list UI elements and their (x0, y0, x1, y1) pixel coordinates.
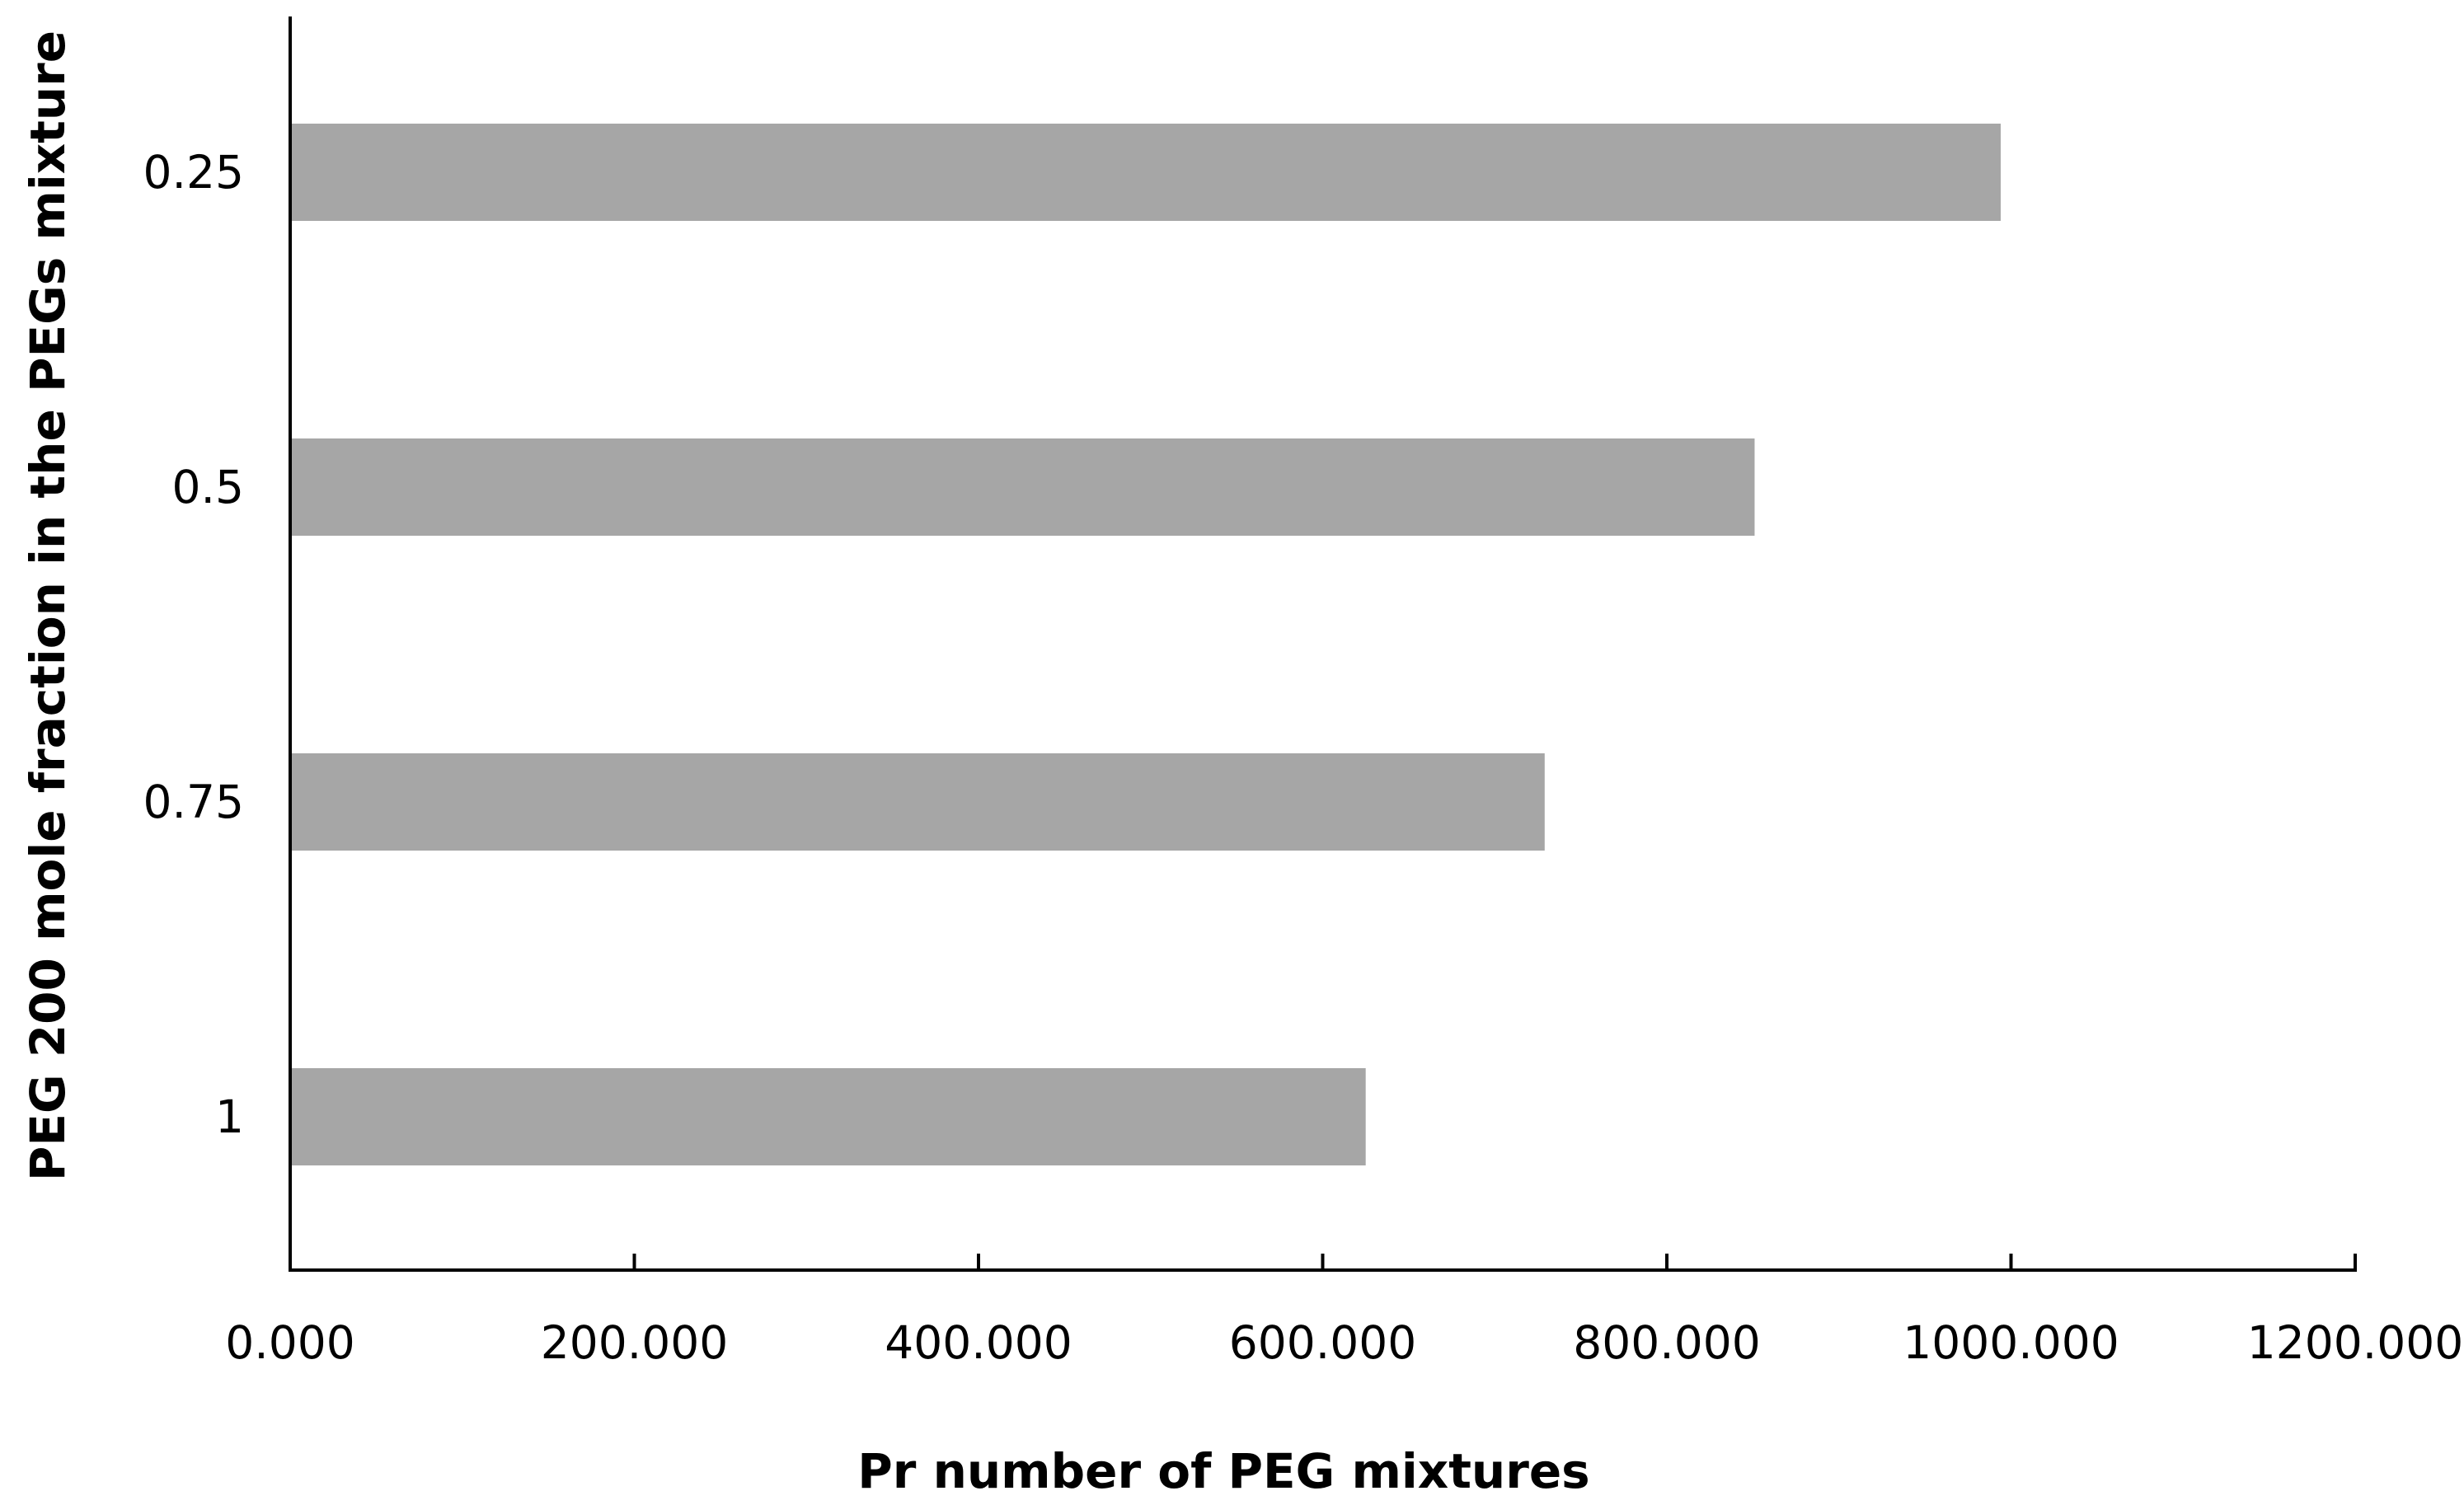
x-tick-label: 600.000 (1229, 1316, 1416, 1369)
x-tick-label: 1000.000 (1903, 1316, 2119, 1369)
bars-group (290, 124, 2001, 1165)
x-tick-label: 1200.000 (2247, 1316, 2463, 1369)
y-tick-label: 0.25 (143, 146, 244, 199)
x-axis-title: Pr number of PEG mixtures (857, 1443, 1589, 1499)
y-tick-label: 1 (215, 1090, 244, 1143)
bar-0.25 (290, 124, 2001, 221)
x-tick-label: 200.000 (541, 1316, 728, 1369)
x-tick-label: 400.000 (885, 1316, 1072, 1369)
bar-0.5 (290, 438, 1755, 536)
y-axis-title: PEG 200 mole fraction in the PEGs mixtur… (20, 30, 76, 1181)
bar-1 (290, 1068, 1366, 1165)
x-tick-label: 0.000 (225, 1316, 354, 1369)
y-tick-label: 0.75 (143, 776, 244, 828)
y-tick-label: 0.5 (172, 461, 244, 513)
x-tick-label: 800.000 (1573, 1316, 1760, 1369)
bar-0.75 (290, 753, 1545, 851)
ticks-group: 0.25 0.5 0.75 1 0.000 200.000 400.000 600.000 80… (143, 146, 2464, 1369)
